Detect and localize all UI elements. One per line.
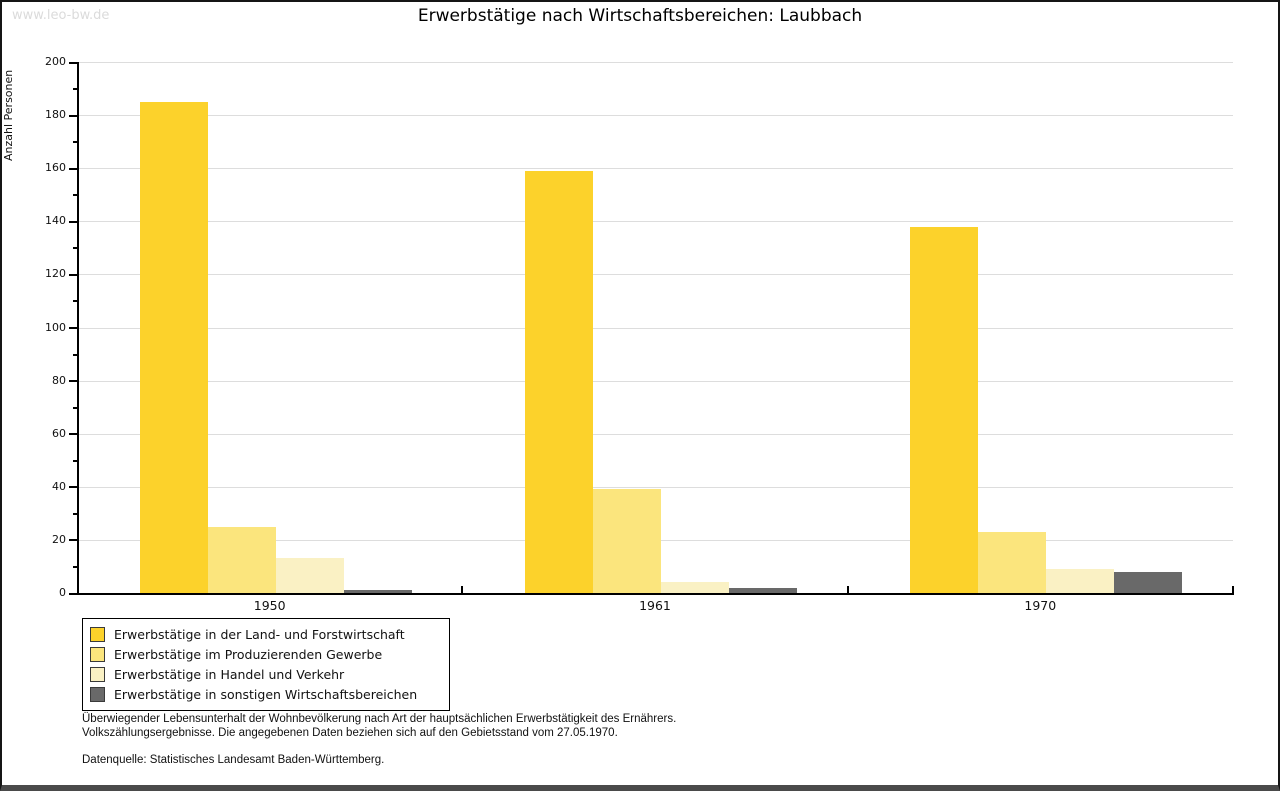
legend-item-4: Erwerbstätige in sonstigen Wirtschaftsbe…: [90, 684, 439, 704]
bar-1961-series2: [593, 489, 661, 593]
legend-item-3: Erwerbstätige in Handel und Verkehr: [90, 664, 439, 684]
y-tick-label-180: 180: [45, 108, 66, 122]
chart-title: Erwerbstätige nach Wirtschaftsbereichen:…: [417, 6, 863, 26]
watermark: www.leo-bw.de: [12, 8, 110, 23]
bar-1950-series4: [343, 590, 412, 593]
y-tick-130: [73, 247, 77, 250]
y-tick-180: [69, 114, 77, 117]
gridline-60: [79, 433, 1233, 435]
bar-1961-series3: [661, 582, 729, 593]
gridline-180: [79, 115, 1233, 117]
legend-item-1: Erwerbstätige in der Land- und Forstwirt…: [90, 624, 439, 644]
y-axis: [77, 62, 79, 595]
legend-swatch-3: [90, 666, 105, 682]
gridline-100: [79, 327, 1233, 329]
legend: Erwerbstätige in der Land- und Forstwirt…: [82, 618, 450, 711]
gridline-160: [79, 168, 1233, 170]
y-tick-label-200: 200: [45, 55, 66, 68]
y-tick-0: [69, 592, 77, 595]
gridline-200: [79, 62, 1233, 63]
y-tick-label-120: 120: [45, 267, 66, 281]
y-tick-90: [73, 353, 77, 356]
x-boundary-tick-1: [461, 586, 464, 593]
bar-1950-series3: [275, 558, 344, 593]
x-tick-label-1970: 1970: [1024, 598, 1057, 613]
x-boundary-tick-3: [1232, 586, 1234, 593]
legend-swatch-2: [90, 646, 105, 662]
gridline-140: [79, 221, 1233, 223]
y-tick-50: [73, 459, 77, 462]
bar-1950-series1: [139, 101, 208, 593]
y-tick-label-40: 40: [52, 479, 66, 493]
y-tick-label-0: 0: [59, 586, 66, 599]
x-boundary-tick-2: [846, 586, 849, 593]
y-tick-110: [73, 300, 77, 303]
y-tick-30: [73, 512, 77, 515]
legend-label-1: Erwerbstätige in der Land- und Forstwirt…: [114, 626, 405, 642]
y-tick-20: [69, 539, 77, 542]
legend-label-4: Erwerbstätige in sonstigen Wirtschaftsbe…: [114, 686, 418, 702]
y-tick-170: [73, 141, 77, 144]
data-source: Datenquelle: Statistisches Landesamt Bad…: [82, 754, 385, 766]
y-tick-label-20: 20: [52, 532, 66, 546]
bar-1961-series4: [729, 587, 797, 593]
y-tick-40: [69, 486, 77, 489]
bar-1970-series3: [1046, 569, 1115, 593]
gridline-120: [79, 274, 1233, 276]
legend-label-3: Erwerbstätige in Handel und Verkehr: [114, 666, 345, 682]
bar-1970-series2: [978, 531, 1047, 593]
bar-1961-series1: [525, 170, 593, 593]
footnote-line-1: Überwiegender Lebensunterhalt der Wohnbe…: [82, 713, 677, 725]
y-tick-190: [73, 88, 77, 91]
x-tick-label-1961: 1961: [639, 598, 671, 613]
gridline-80: [79, 380, 1233, 382]
x-tick-label-1950: 1950: [253, 598, 286, 613]
y-tick-10: [73, 565, 77, 568]
y-tick-200: [69, 61, 77, 64]
y-tick-150: [73, 194, 77, 197]
y-tick-label-100: 100: [45, 320, 66, 334]
y-axis-label: Anzahl Personen: [2, 69, 15, 161]
y-tick-120: [69, 273, 77, 276]
footnote: Überwiegender Lebensunterhalt der Wohnbe…: [82, 713, 676, 768]
y-tick-label-140: 140: [45, 214, 66, 228]
legend-item-2: Erwerbstätige im Produzierenden Gewerbe: [90, 644, 439, 664]
footnote-line-2: Volkszählungsergebnisse. Die angegebenen…: [82, 726, 618, 739]
y-tick-label-160: 160: [45, 161, 66, 175]
x-axis: [76, 593, 1234, 595]
gridline-40: [79, 486, 1233, 488]
legend-swatch-1: [90, 626, 105, 642]
y-tick-70: [73, 406, 77, 409]
y-tick-160: [69, 167, 77, 170]
bar-1970-series4: [1114, 571, 1183, 593]
y-tick-label-60: 60: [52, 426, 66, 440]
legend-swatch-4: [90, 686, 105, 702]
legend-label-2: Erwerbstätige im Produzierenden Gewerbe: [114, 646, 383, 662]
y-tick-label-80: 80: [52, 373, 66, 387]
bar-1950-series2: [207, 526, 276, 593]
y-tick-140: [69, 220, 77, 223]
bar-1970-series1: [910, 226, 979, 593]
y-tick-100: [69, 327, 77, 329]
y-tick-80: [69, 380, 77, 383]
y-tick-60: [69, 433, 77, 436]
